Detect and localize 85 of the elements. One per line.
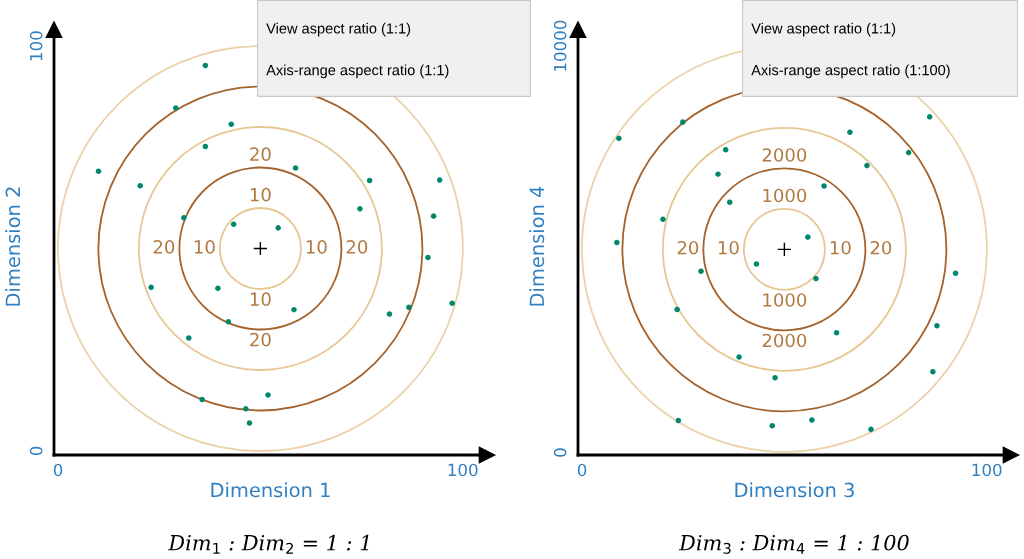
point bbox=[425, 254, 431, 261]
point bbox=[847, 129, 853, 136]
annotation: 20 bbox=[870, 240, 892, 255]
point bbox=[202, 62, 209, 69]
x-axis-title: Dimension 3 bbox=[735, 482, 854, 498]
point bbox=[660, 216, 666, 223]
point bbox=[173, 105, 179, 111]
point bbox=[805, 234, 811, 240]
point bbox=[228, 121, 235, 128]
point bbox=[715, 171, 721, 177]
text: View aspect ratio (1:1) bbox=[751, 22, 896, 37]
point bbox=[406, 304, 412, 311]
point bbox=[225, 319, 232, 325]
point bbox=[769, 422, 776, 429]
point bbox=[246, 420, 253, 426]
point bbox=[430, 213, 437, 219]
x-tick-label: 100 bbox=[448, 463, 478, 477]
point bbox=[230, 221, 237, 228]
text: View aspect ratio (1:1) bbox=[266, 22, 411, 37]
annotation: 20 bbox=[346, 240, 368, 254]
y-axis-title: Dimension 4 bbox=[529, 186, 545, 306]
point bbox=[185, 335, 192, 341]
annotation: 1000 bbox=[763, 188, 807, 203]
point bbox=[753, 261, 760, 267]
annotation: Axis-range aspect ratio (1:100) bbox=[751, 64, 950, 79]
annotation: 10 bbox=[718, 240, 739, 255]
point bbox=[243, 406, 249, 412]
point bbox=[614, 239, 620, 246]
point bbox=[675, 417, 682, 424]
annotation: 10 bbox=[194, 240, 215, 254]
point bbox=[926, 114, 933, 120]
x-axis-title: Dimension 1 bbox=[211, 482, 330, 498]
point bbox=[930, 368, 936, 375]
point bbox=[275, 225, 281, 231]
point bbox=[722, 146, 729, 153]
annotation: 20 bbox=[153, 240, 175, 254]
annotation: 10 bbox=[306, 240, 327, 254]
point bbox=[698, 268, 704, 275]
text: Dim$_{1}$ : Dim$_{2}$ = 1 : 1 bbox=[168, 534, 369, 554]
x-tick-label: 0 bbox=[53, 463, 63, 477]
point bbox=[833, 329, 840, 336]
point bbox=[215, 285, 221, 291]
point bbox=[726, 199, 733, 205]
point bbox=[436, 177, 443, 183]
annotation: 10 bbox=[250, 187, 271, 202]
x-tick-label: 0 bbox=[577, 463, 587, 477]
point bbox=[905, 149, 912, 156]
point bbox=[148, 284, 154, 291]
point bbox=[821, 183, 827, 189]
point bbox=[366, 177, 373, 184]
point bbox=[772, 375, 778, 381]
point bbox=[291, 306, 297, 313]
point bbox=[674, 306, 680, 313]
point bbox=[292, 165, 299, 171]
annotation: 10 bbox=[830, 240, 851, 255]
point bbox=[864, 162, 870, 169]
point bbox=[809, 417, 815, 423]
point bbox=[616, 135, 622, 142]
point bbox=[449, 300, 455, 306]
point bbox=[386, 311, 393, 317]
point bbox=[199, 396, 205, 403]
point bbox=[813, 275, 819, 282]
point bbox=[934, 322, 940, 329]
annotation: 20 bbox=[250, 147, 271, 162]
annotation: 1000 bbox=[763, 293, 807, 307]
y-axis-title: Dimension 2 bbox=[5, 187, 21, 306]
point bbox=[265, 392, 271, 398]
annotation: 2000 bbox=[762, 148, 807, 162]
annotation: 2000 bbox=[762, 333, 807, 348]
point bbox=[95, 168, 102, 174]
x-tick-label: 100 bbox=[972, 463, 1002, 477]
annotation: 20 bbox=[677, 240, 699, 255]
point bbox=[680, 119, 686, 125]
point bbox=[357, 206, 363, 212]
point bbox=[181, 214, 187, 221]
text: Dim$_{3}$ : Dim$_{4}$ = 1 : 100 bbox=[678, 534, 909, 554]
point bbox=[736, 354, 742, 360]
point bbox=[202, 143, 209, 150]
point bbox=[137, 182, 143, 189]
annotation: 10 bbox=[250, 292, 271, 306]
annotation: 20 bbox=[250, 332, 271, 347]
point bbox=[952, 270, 959, 277]
annotation: Axis-range aspect ratio (1:1) bbox=[266, 64, 449, 79]
point bbox=[868, 426, 874, 433]
y-tick-label: 10000 bbox=[553, 20, 567, 71]
